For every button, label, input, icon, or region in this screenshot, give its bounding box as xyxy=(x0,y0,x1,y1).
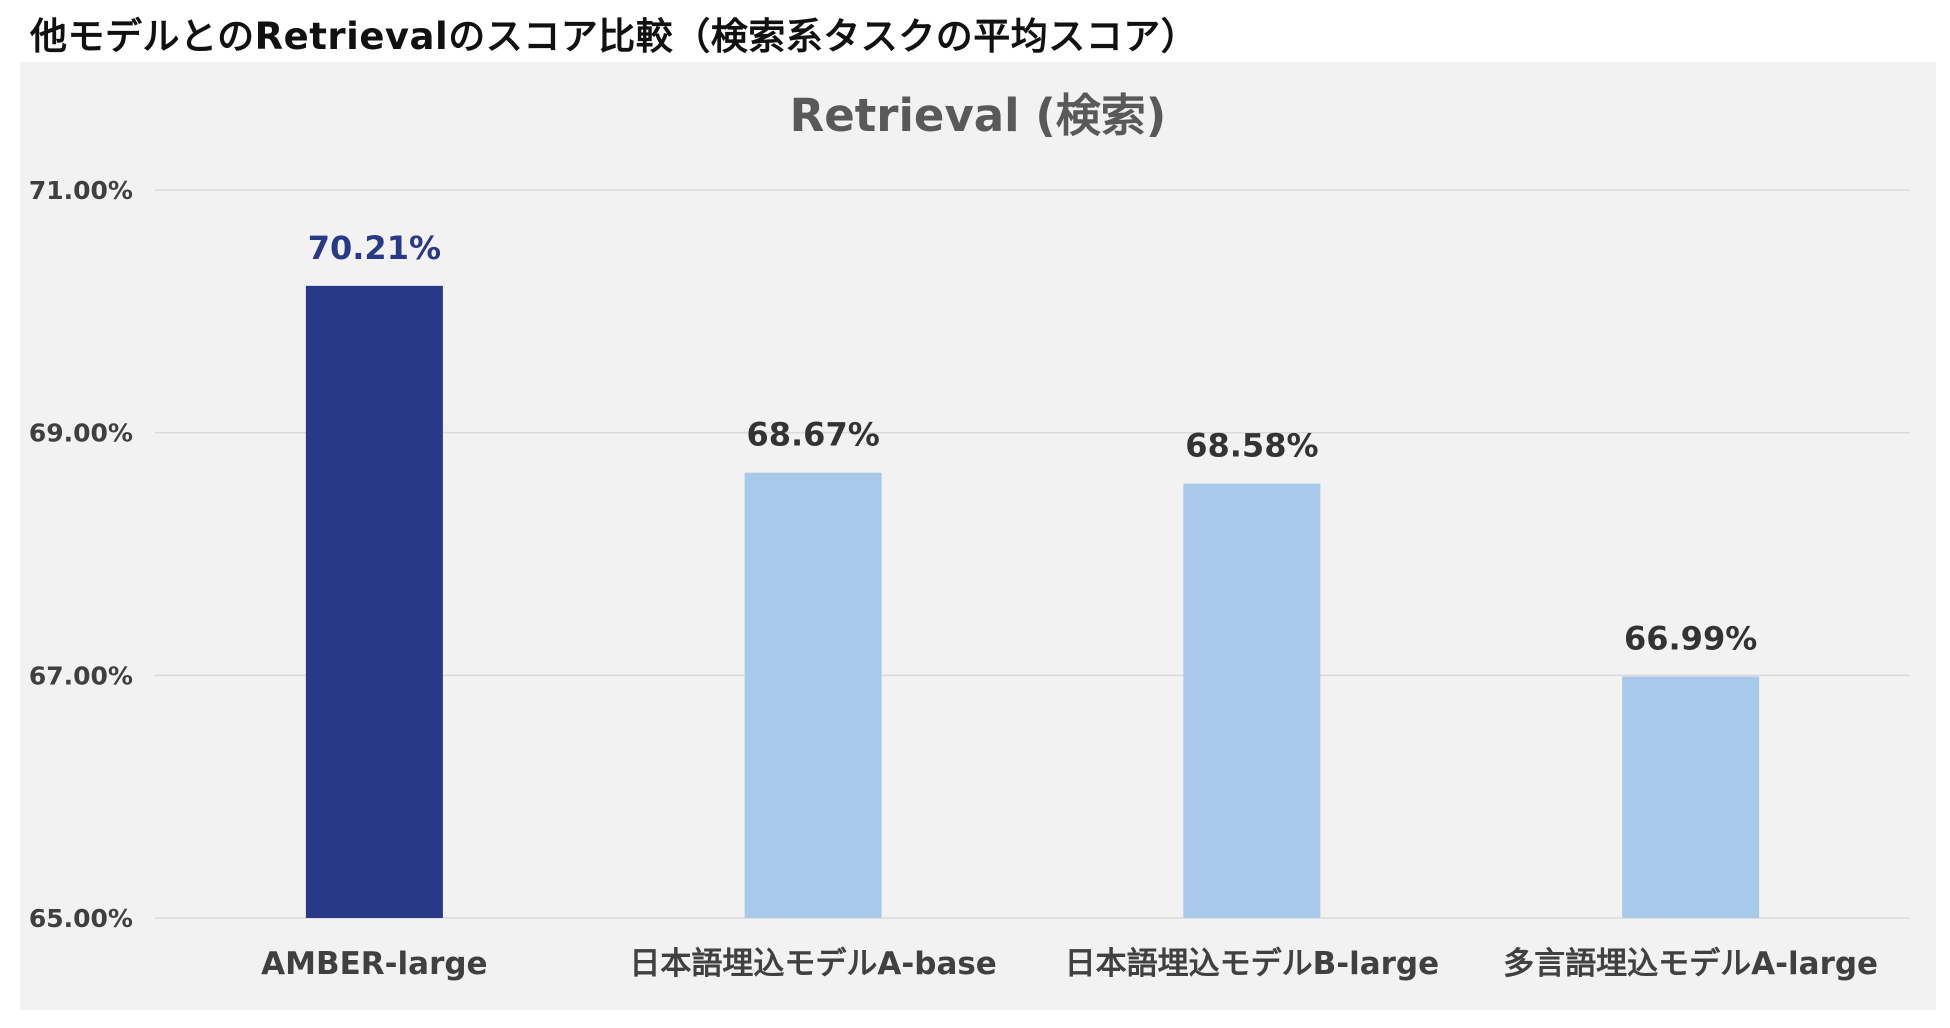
page-heading: 他モデルとのRetrievalのスコア比較（検索系タスクの平均スコア） xyxy=(30,15,1199,58)
category-label: AMBER-large xyxy=(261,946,487,982)
category-label: 日本語埋込モデルB-large xyxy=(1065,946,1440,982)
y-tick-label: 69.00% xyxy=(29,419,133,448)
bar xyxy=(1183,483,1321,918)
data-label: 68.58% xyxy=(1185,427,1318,465)
y-axis-tick-labels: 65.00% 67.00% 69.00% 71.00% xyxy=(29,176,133,933)
data-label: 66.99% xyxy=(1624,620,1757,658)
data-label: 68.67% xyxy=(746,416,879,454)
bars xyxy=(305,285,1760,918)
y-tick-label: 65.00% xyxy=(29,904,133,933)
bar xyxy=(1622,676,1760,918)
category-label: 日本語埋込モデルA-base xyxy=(629,946,996,982)
bar xyxy=(305,285,443,918)
chart-title: Retrieval (検索) xyxy=(790,89,1167,142)
data-label: 70.21% xyxy=(308,229,441,267)
y-tick-label: 67.00% xyxy=(29,661,133,690)
bar xyxy=(744,472,882,918)
gridlines xyxy=(155,189,1910,919)
category-label: 多言語埋込モデルA-large xyxy=(1503,946,1878,982)
data-labels: 70.21% 68.67% 68.58% 66.99% xyxy=(308,229,1758,658)
x-axis-category-labels: AMBER-large 日本語埋込モデルA-base 日本語埋込モデルB-large… xyxy=(261,946,1878,982)
y-tick-label: 71.00% xyxy=(29,176,133,205)
